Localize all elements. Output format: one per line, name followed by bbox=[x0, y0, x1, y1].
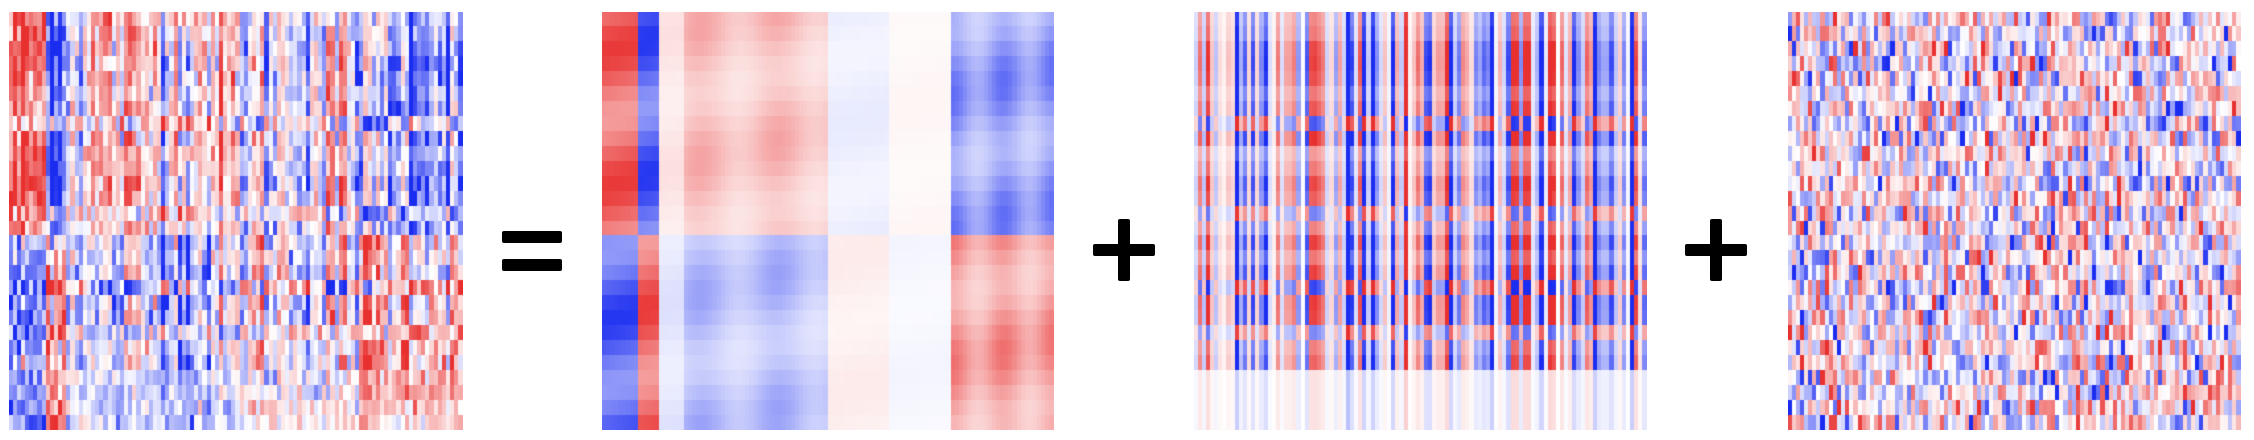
heatmap-structured-canvas bbox=[602, 12, 1054, 430]
plus-operator-2 bbox=[1671, 190, 1761, 310]
heatmap-observed-canvas bbox=[9, 12, 463, 430]
heatmap-noise-canvas bbox=[1788, 12, 2241, 430]
plus-icon bbox=[1685, 219, 1747, 281]
heatmap-structured bbox=[602, 12, 1054, 430]
heatmap-noise bbox=[1788, 12, 2241, 430]
heatmap-column-effects-canvas bbox=[1194, 12, 1647, 430]
heatmap-observed bbox=[9, 12, 463, 430]
equals-icon bbox=[502, 223, 562, 277]
heatmap-column-effects bbox=[1194, 12, 1647, 430]
equals-operator bbox=[487, 190, 577, 310]
plus-operator-1 bbox=[1079, 190, 1169, 310]
plus-icon bbox=[1093, 219, 1155, 281]
